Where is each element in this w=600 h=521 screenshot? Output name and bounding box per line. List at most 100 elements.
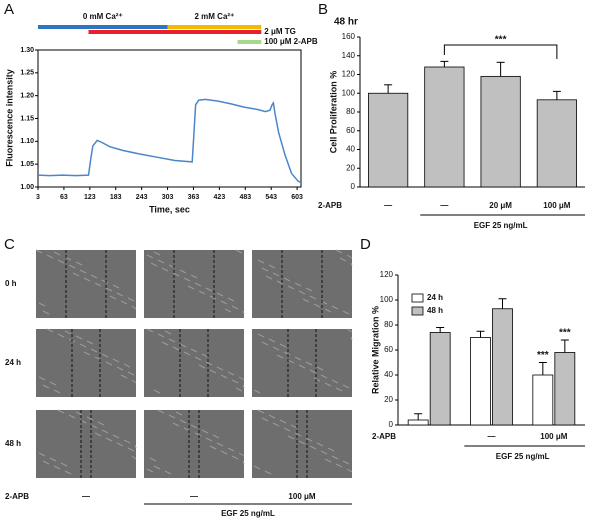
y-tick-label: 1.05 <box>20 161 34 168</box>
y-tick-label: 160 <box>342 32 356 41</box>
x-tick-label: 3 <box>36 194 40 201</box>
cell-texture <box>42 384 50 389</box>
legend-label: 24 h <box>427 293 443 302</box>
cell-texture <box>42 310 50 315</box>
cell-texture <box>346 254 353 259</box>
x-tick-label: — <box>384 201 392 210</box>
cell-texture <box>238 376 245 381</box>
cell-texture <box>331 455 339 460</box>
row-label: 2-APB <box>318 201 342 210</box>
significance-label: *** <box>495 35 507 46</box>
column-label: — <box>190 492 198 501</box>
cell-texture <box>38 302 46 307</box>
cell-texture <box>227 371 235 376</box>
cell-texture <box>224 308 232 313</box>
row-label: 24 h <box>5 358 21 367</box>
cell-texture <box>149 457 157 462</box>
cell-texture <box>53 251 61 256</box>
cell-texture <box>172 272 180 277</box>
cell-texture <box>131 379 137 384</box>
cell-texture <box>105 361 113 366</box>
row-label: 2-APB <box>5 492 29 501</box>
cell-texture <box>220 374 228 379</box>
cell-texture <box>242 460 245 465</box>
cell-texture <box>90 424 98 429</box>
cell-texture <box>216 366 224 371</box>
cell-texture <box>68 414 76 419</box>
cell-texture <box>127 371 135 376</box>
cell-texture <box>283 427 291 432</box>
cell-texture <box>153 389 161 394</box>
y-tick-label: 0 <box>351 182 356 191</box>
cell-texture <box>313 377 321 382</box>
cell-texture <box>257 333 265 338</box>
cell-texture <box>279 419 287 424</box>
cell-texture <box>209 445 217 450</box>
x-tick-label: 543 <box>265 194 277 201</box>
panel-letter: C <box>4 236 15 253</box>
cell-texture <box>86 416 94 421</box>
cell-texture <box>75 335 83 340</box>
chart-title: 48 hr <box>334 17 358 28</box>
y-axis-label: Fluorescence intensity <box>4 69 14 167</box>
x-tick-label: 63 <box>60 194 68 201</box>
micrograph <box>36 329 136 397</box>
panel-letter: D <box>360 236 371 253</box>
y-tick-label: 20 <box>384 395 393 404</box>
micrograph <box>252 410 352 478</box>
cell-texture <box>75 261 83 266</box>
cell-texture <box>335 249 343 254</box>
cell-texture <box>131 305 137 310</box>
cell-texture <box>320 450 328 455</box>
cell-texture <box>287 435 295 440</box>
cell-texture <box>231 379 239 384</box>
cell-texture <box>205 287 213 292</box>
cell-texture <box>261 267 269 272</box>
y-tick-label: 1.10 <box>20 138 34 145</box>
cell-texture <box>83 351 91 356</box>
cell-texture <box>339 257 347 262</box>
cell-texture <box>146 254 154 259</box>
cell-texture <box>298 290 306 295</box>
cell-texture <box>194 356 202 361</box>
bar <box>492 308 513 426</box>
cell-texture <box>294 282 302 287</box>
cell-texture <box>90 274 98 279</box>
cell-texture <box>257 259 265 264</box>
cell-texture <box>153 465 161 470</box>
cell-texture <box>97 421 105 426</box>
bar <box>480 75 521 188</box>
cell-texture <box>227 297 235 302</box>
cell-texture <box>112 358 120 363</box>
x-tick-label: 363 <box>188 194 200 201</box>
cell-texture <box>287 285 295 290</box>
cell-texture <box>201 429 209 434</box>
cell-texture <box>79 269 87 274</box>
cell-texture <box>123 439 131 444</box>
cell-texture <box>116 292 124 297</box>
y-tick-label: 120 <box>380 270 394 279</box>
cell-texture <box>272 346 280 351</box>
cell-texture <box>131 455 137 460</box>
cell-texture <box>172 346 180 351</box>
treatment-label: 0 mM Ca²⁺ <box>83 12 123 21</box>
cell-texture <box>220 300 228 305</box>
cell-texture <box>57 259 65 264</box>
cell-texture <box>242 310 245 315</box>
cell-texture <box>194 282 202 287</box>
cell-texture <box>216 442 224 447</box>
cell-texture <box>64 330 72 335</box>
cell-texture <box>265 275 273 280</box>
cell-texture <box>175 411 183 416</box>
cell-texture <box>183 277 191 282</box>
treatment-bar <box>38 25 168 29</box>
cell-texture <box>209 369 217 374</box>
cell-texture <box>94 282 102 287</box>
cell-texture <box>127 297 135 302</box>
cell-texture <box>79 343 87 348</box>
cell-texture <box>324 382 332 387</box>
cell-texture <box>57 333 65 338</box>
cell-texture <box>294 432 302 437</box>
cell-texture <box>75 411 83 416</box>
